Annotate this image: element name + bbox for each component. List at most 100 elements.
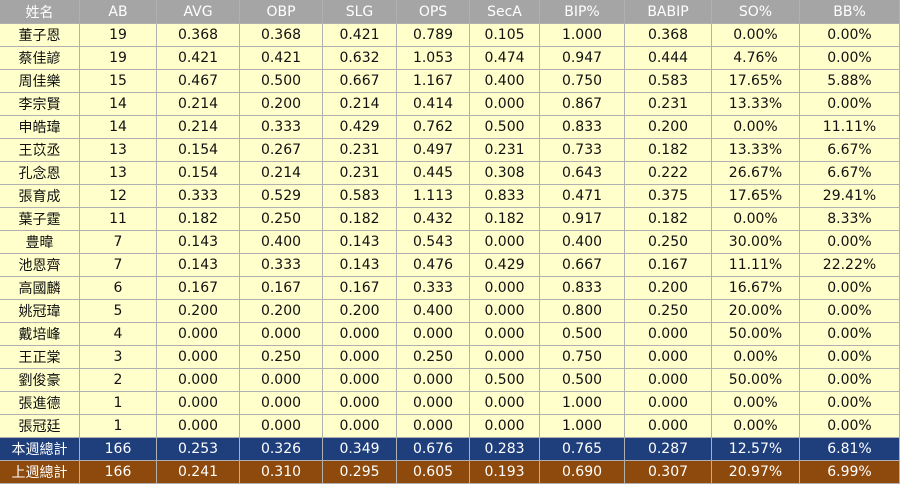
data-cell: 0.500 xyxy=(540,323,625,346)
data-cell: 5.88% xyxy=(800,70,900,93)
data-cell: 13.33% xyxy=(712,93,800,116)
data-cell: 0.000 xyxy=(625,346,712,369)
total-cell: 0.307 xyxy=(625,461,712,484)
data-cell: 0.143 xyxy=(157,231,240,254)
data-cell: 22.22% xyxy=(800,254,900,277)
data-cell: 0.833 xyxy=(470,185,540,208)
data-cell: 0.000 xyxy=(157,392,240,415)
data-cell: 14 xyxy=(80,116,157,139)
total-cell: 0.676 xyxy=(397,438,470,461)
data-cell: 王苡丞 xyxy=(0,139,80,162)
data-cell: 0.143 xyxy=(157,254,240,277)
data-cell: 14 xyxy=(80,93,157,116)
data-cell: 孔念恩 xyxy=(0,162,80,185)
data-cell: 0.143 xyxy=(323,254,397,277)
data-cell: 0.800 xyxy=(540,300,625,323)
total-cell: 0.326 xyxy=(240,438,323,461)
data-cell: 0.250 xyxy=(240,208,323,231)
data-cell: 0.000 xyxy=(397,323,470,346)
data-cell: 0.421 xyxy=(240,47,323,70)
data-cell: 0.200 xyxy=(323,300,397,323)
data-cell: 0.231 xyxy=(470,139,540,162)
data-cell: 0.000 xyxy=(470,277,540,300)
data-cell: 0.474 xyxy=(470,47,540,70)
data-cell: 0.000 xyxy=(157,369,240,392)
data-cell: 0.750 xyxy=(540,70,625,93)
data-cell: 0.000 xyxy=(240,392,323,415)
data-cell: 0.000 xyxy=(323,369,397,392)
data-cell: 0.471 xyxy=(540,185,625,208)
data-cell: 0.000 xyxy=(625,392,712,415)
data-cell: 19 xyxy=(80,24,157,47)
total-cell: 0.690 xyxy=(540,461,625,484)
data-cell: 0.529 xyxy=(240,185,323,208)
data-cell: 0.00% xyxy=(800,392,900,415)
data-cell: 6.67% xyxy=(800,139,900,162)
total-cell: 20.97% xyxy=(712,461,800,484)
data-cell: 0.231 xyxy=(323,162,397,185)
data-cell: 0.643 xyxy=(540,162,625,185)
data-cell: 0.947 xyxy=(540,47,625,70)
data-cell: 0.00% xyxy=(800,277,900,300)
data-cell: 15 xyxy=(80,70,157,93)
data-cell: 0.00% xyxy=(712,415,800,438)
data-cell: 0.000 xyxy=(470,300,540,323)
data-cell: 0.375 xyxy=(625,185,712,208)
data-cell: 0.182 xyxy=(157,208,240,231)
data-cell: 0.000 xyxy=(470,93,540,116)
data-cell: 30.00% xyxy=(712,231,800,254)
header-cell: SO% xyxy=(712,0,800,24)
data-cell: 19 xyxy=(80,47,157,70)
header-cell: AB xyxy=(80,0,157,24)
header-cell: BB% xyxy=(800,0,900,24)
data-cell: 0.000 xyxy=(625,369,712,392)
data-cell: 0.500 xyxy=(540,369,625,392)
data-cell: 11 xyxy=(80,208,157,231)
data-cell: 0.267 xyxy=(240,139,323,162)
data-cell: 0.333 xyxy=(157,185,240,208)
total-cell: 0.253 xyxy=(157,438,240,461)
data-cell: 6 xyxy=(80,277,157,300)
data-cell: 13 xyxy=(80,162,157,185)
data-cell: 1.113 xyxy=(397,185,470,208)
data-cell: 劉俊豪 xyxy=(0,369,80,392)
data-cell: 0.182 xyxy=(625,139,712,162)
data-cell: 0.000 xyxy=(470,323,540,346)
data-cell: 11.11% xyxy=(800,116,900,139)
data-cell: 0.476 xyxy=(397,254,470,277)
data-cell: 0.400 xyxy=(397,300,470,323)
header-cell: AVG xyxy=(157,0,240,24)
data-cell: 0.182 xyxy=(323,208,397,231)
data-cell: 0.214 xyxy=(323,93,397,116)
data-cell: 0.429 xyxy=(323,116,397,139)
data-cell: 0.000 xyxy=(157,415,240,438)
data-cell: 0.917 xyxy=(540,208,625,231)
data-cell: 11.11% xyxy=(712,254,800,277)
data-cell: 0.368 xyxy=(240,24,323,47)
data-cell: 高國麟 xyxy=(0,277,80,300)
total-cell: 6.99% xyxy=(800,461,900,484)
data-cell: 0.789 xyxy=(397,24,470,47)
data-cell: 6.67% xyxy=(800,162,900,185)
data-cell: 0.00% xyxy=(712,24,800,47)
data-cell: 7 xyxy=(80,231,157,254)
data-cell: 0.00% xyxy=(800,323,900,346)
data-cell: 0.00% xyxy=(712,392,800,415)
data-cell: 0.143 xyxy=(323,231,397,254)
data-cell: 5 xyxy=(80,300,157,323)
data-cell: 0.231 xyxy=(625,93,712,116)
header-cell: OPS xyxy=(397,0,470,24)
data-cell: 1 xyxy=(80,392,157,415)
data-cell: 0.583 xyxy=(625,70,712,93)
data-cell: 0.333 xyxy=(240,116,323,139)
header-cell: SecA xyxy=(470,0,540,24)
header-cell: 姓名 xyxy=(0,0,80,24)
data-cell: 0.200 xyxy=(625,277,712,300)
data-cell: 0.667 xyxy=(540,254,625,277)
data-cell: 0.833 xyxy=(540,277,625,300)
data-cell: 1.167 xyxy=(397,70,470,93)
data-cell: 2 xyxy=(80,369,157,392)
total-cell: 上週總計 xyxy=(0,461,80,484)
data-cell: 0.00% xyxy=(712,208,800,231)
data-cell: 0.00% xyxy=(800,231,900,254)
